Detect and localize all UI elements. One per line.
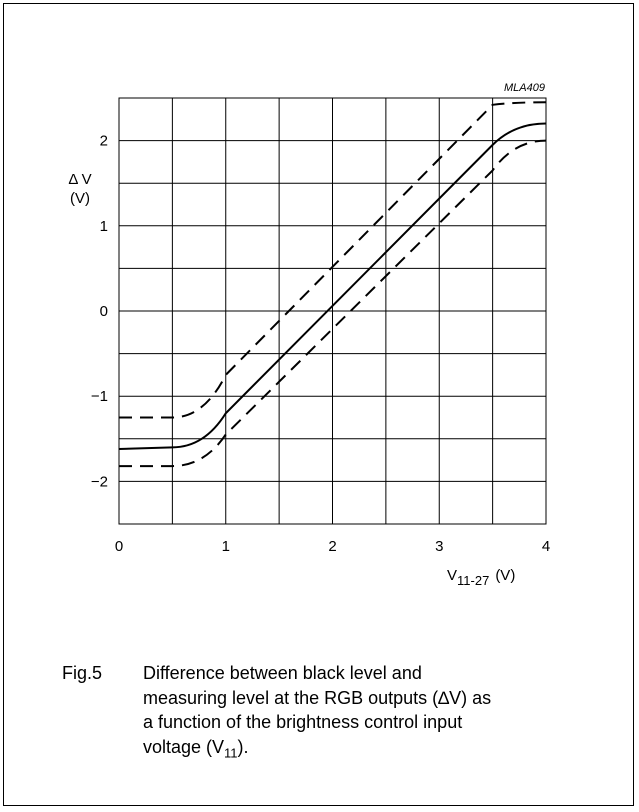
caption-line-2: measuring level at the RGB outputs (∆V) … (143, 687, 492, 708)
caption-line-4-subscript: 11 (224, 745, 238, 761)
y-tick-label: 0 (100, 303, 108, 320)
x-tick-label: 4 (542, 538, 550, 555)
caption-line-4-text: voltage (V (143, 736, 225, 757)
plot-area-border (118, 97, 547, 525)
chart: −2 −1 0 1 2 0 1 2 3 4 MLA409 Δ V (V) V11-27 (V) (68, 82, 550, 588)
tolerance-curve-dashed (119, 101, 547, 419)
x-tick-label: 2 (328, 538, 336, 555)
x-tick-label: 0 (115, 538, 123, 555)
y-tick-labels: −2 −1 0 1 2 (91, 133, 108, 491)
x-axis-label-unit: (V) (495, 567, 515, 584)
y-tick-label: −1 (91, 388, 108, 405)
x-tick-label: 1 (222, 538, 230, 555)
caption-line-3: a function of the brightness control inp… (143, 712, 463, 732)
tolerance-curve-dashed (119, 139, 547, 468)
curves (118, 101, 547, 468)
figure-code: MLA409 (504, 82, 545, 94)
x-tick-labels: 0 1 2 3 4 (115, 538, 550, 555)
x-axis-label-subscript: 11-27 (457, 573, 489, 588)
x-tick-label: 3 (435, 538, 443, 555)
x-axis-label: V11-27 (V) (447, 567, 515, 588)
typical-curve-solid (118, 122, 547, 451)
x-axis-label-main: V (447, 567, 457, 584)
figure-frame (3, 3, 634, 806)
caption-text: Difference between black level and measu… (143, 661, 613, 766)
caption-line-4-end: ). (237, 736, 249, 757)
y-tick-label: −2 (91, 473, 108, 490)
grid (119, 98, 546, 524)
caption-line-1: Difference between black level and (143, 663, 422, 683)
y-axis-label-unit: (V) (70, 190, 90, 207)
y-axis-label-symbol: Δ V (68, 171, 91, 188)
y-tick-label: 2 (100, 133, 108, 150)
figure-number: Fig.5 (62, 663, 103, 683)
y-tick-label: 1 (100, 218, 108, 235)
caption-line-4: voltage (V11). (143, 735, 613, 766)
